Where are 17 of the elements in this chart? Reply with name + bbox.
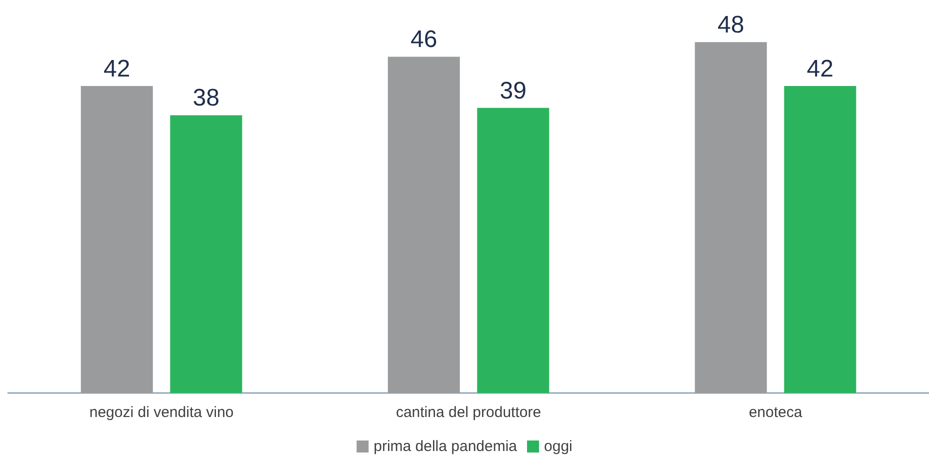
data-label: 42 (104, 55, 130, 82)
data-label: 39 (500, 77, 526, 104)
bar (694, 42, 767, 393)
bar (388, 56, 460, 393)
bar (80, 86, 153, 393)
x-tick-label: negozi di vendita vino (89, 404, 234, 421)
data-label: 48 (718, 12, 744, 39)
x-tick-label: cantina del produttore (396, 404, 542, 421)
bar (170, 115, 242, 393)
data-label: 46 (410, 26, 438, 54)
data-label: 38 (192, 84, 220, 112)
legend-label: oggi (544, 438, 572, 455)
bar (784, 86, 856, 393)
x-tick-label: enoteca (748, 404, 803, 421)
legend-label: prima della pandemia (374, 438, 518, 455)
data-label: 42 (806, 55, 834, 82)
bar (477, 108, 550, 393)
